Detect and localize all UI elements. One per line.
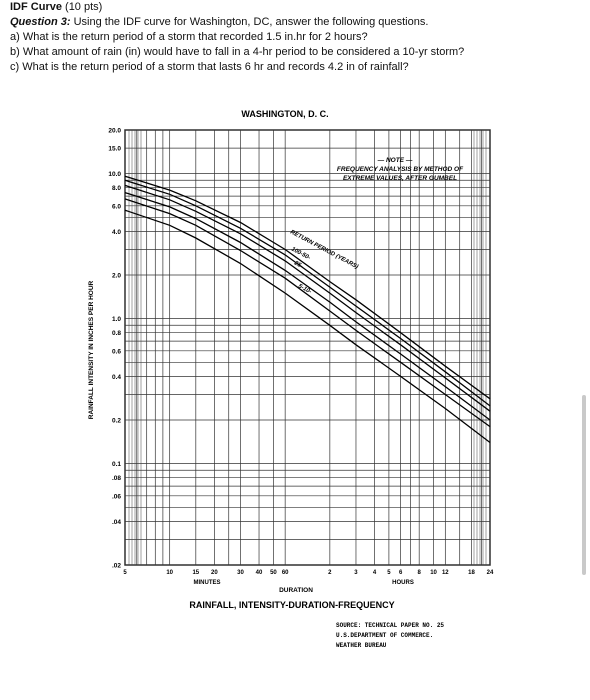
x-axis-label: DURATION	[279, 587, 313, 594]
x-tick-label: 8	[418, 570, 422, 576]
x-tick-label: 10	[166, 570, 173, 576]
return-period-values-a: 100-50-	[290, 246, 311, 261]
question-header: IDF Curve (10 pts) Question 3: Using the…	[10, 0, 580, 75]
note-line-2: EXTREME VALUES, AFTER GUMBEL	[343, 175, 457, 182]
question-part-a: a) What is the return period of a storm …	[10, 31, 368, 43]
vertical-scrollbar[interactable]	[582, 395, 586, 575]
y-tick-label: 4.0	[112, 229, 121, 236]
return-period-values-b: 25-	[292, 260, 303, 270]
idf-curve-2yr	[124, 209, 491, 444]
points-text: (10 pts)	[65, 1, 103, 13]
y-tick-label: 0.8	[112, 330, 121, 337]
plot-frame	[124, 129, 491, 566]
y-tick-label: 20.0	[108, 128, 121, 135]
y-tick-label: 0.4	[112, 374, 121, 381]
x-tick-label: 15	[192, 570, 199, 576]
idf-curve-10yr	[124, 191, 491, 421]
question-label: Question 3:	[10, 16, 71, 28]
y-tick-label: .08	[112, 475, 121, 482]
y-tick-label: 10.0	[108, 171, 121, 178]
question-title: IDF Curve (10 pts)	[10, 0, 580, 15]
source-line-1: SOURCE: TECHNICAL PAPER NO. 25	[336, 622, 444, 629]
x-tick-label: 30	[237, 570, 244, 576]
x-tick-label: 5	[387, 570, 391, 576]
chart-title: WASHINGTON, D. C.	[241, 109, 328, 119]
x-tick-label: 12	[442, 570, 449, 576]
chart-curves	[124, 175, 491, 444]
x-tick-label: 18	[468, 570, 475, 576]
question-line: Question 3: Using the IDF curve for Wash…	[10, 15, 580, 30]
y-tick-label: 6.0	[112, 203, 121, 210]
x-tick-label: 4	[373, 570, 377, 576]
y-tick-label: 0.6	[112, 348, 121, 355]
y-tick-label: .04	[112, 519, 121, 526]
x-tick-label: 24	[487, 570, 494, 576]
question-text: Using the IDF curve for Washington, DC, …	[73, 16, 429, 28]
source-line-2: U.S.DEPARTMENT OF COMMERCE.	[336, 632, 433, 639]
y-tick-label: 8.0	[112, 185, 121, 192]
y-tick-label: .02	[112, 563, 121, 570]
x-tick-label: 6	[399, 570, 403, 576]
chart-subtitle: RAINFALL, INTENSITY-DURATION-FREQUENCY	[189, 600, 394, 610]
idf-curve-100yr	[124, 175, 491, 400]
x-tick-label: 50	[270, 570, 277, 576]
x-tick-label: 5	[123, 570, 127, 576]
note-title: — NOTE —	[377, 157, 413, 164]
source-line-3: WEATHER BUREAU	[336, 642, 387, 649]
question-part-c: c) What is the return period of a storm …	[10, 61, 409, 73]
y-axis-label: RAINFALL INTENSITY IN INCHES PER HOUR	[88, 280, 95, 419]
y-tick-label: 15.0	[108, 146, 121, 153]
x-tick-label: 40	[256, 570, 263, 576]
note-line-1: FREQUENCY ANALYSIS BY METHOD OF	[337, 166, 464, 173]
idf-curve-25yr	[124, 184, 491, 412]
chart-text: 20.0 15.0 10.0 8.0 6.0 4.0 2.0 1.0 0.8 0.6 0.4 0.2 0…	[108, 128, 494, 577]
x-tick-label: 60	[282, 570, 289, 576]
x-tick-label: 3	[354, 570, 358, 576]
y-tick-label: 0.1	[112, 461, 121, 468]
x-unit-minutes: MINUTES	[194, 580, 221, 586]
title-text: IDF Curve	[10, 1, 62, 13]
return-period-values-c: 5-10-	[297, 283, 312, 295]
y-tick-label: 2.0	[112, 273, 121, 280]
chart-grid	[124, 129, 491, 566]
question-part-b: b) What amount of rain (in) would have t…	[10, 46, 465, 58]
y-tick-label: 1.0	[112, 316, 121, 323]
x-tick-label: 2	[328, 570, 332, 576]
x-unit-hours: HOURS	[392, 580, 414, 586]
y-tick-label: 0.2	[112, 418, 121, 425]
y-tick-label: .06	[112, 493, 121, 500]
x-tick-label: 20	[211, 570, 218, 576]
idf-curve-5yr	[124, 198, 491, 428]
idf-curve-50yr	[124, 179, 491, 407]
x-tick-label: 10	[430, 570, 437, 576]
